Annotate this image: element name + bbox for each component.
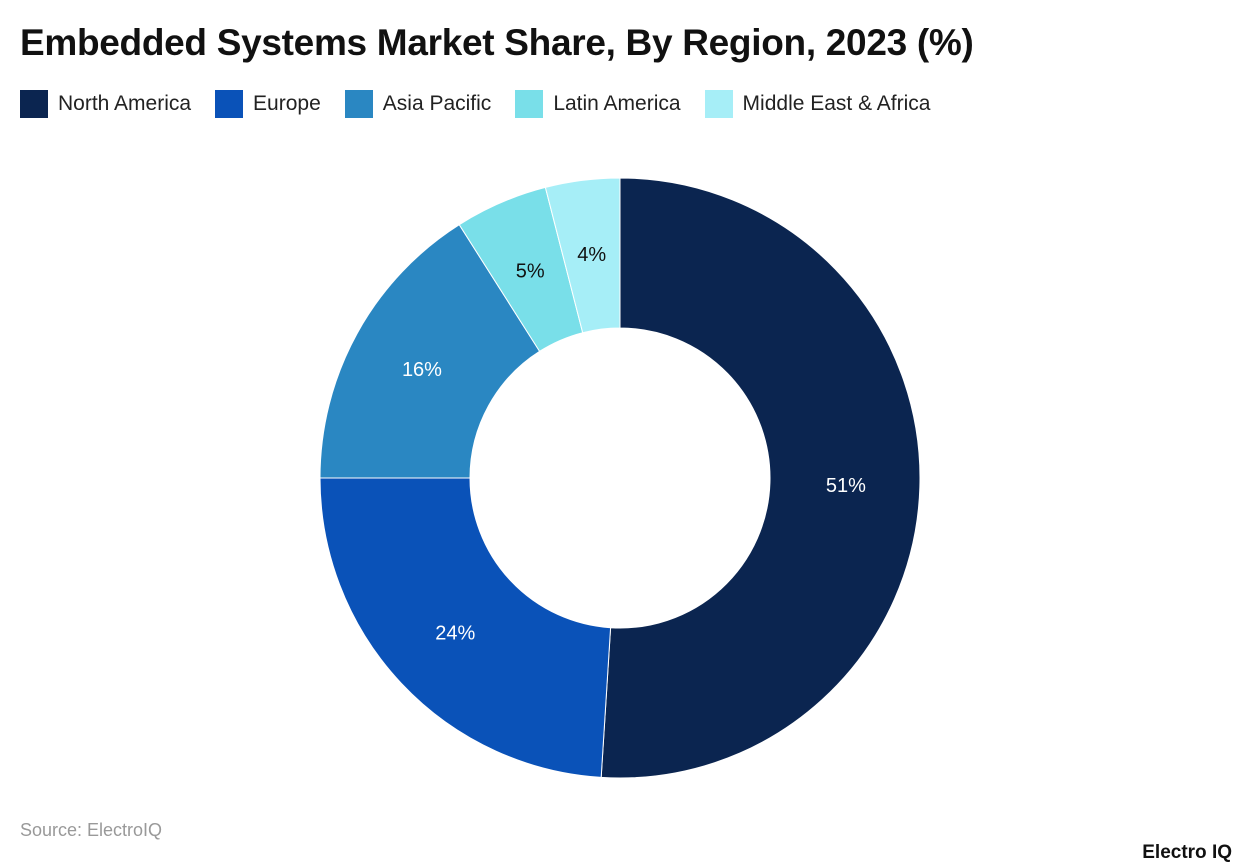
data-label: 5%: [516, 261, 545, 283]
legend-swatch: [215, 90, 244, 118]
legend-swatch: [344, 90, 373, 118]
legend: North America Europe Asia Pacific Latin Ame…: [20, 90, 930, 118]
legend-label: Latin America: [553, 92, 681, 115]
legend-item: Middle East & Africa: [704, 90, 931, 118]
donut-slice: [600, 177, 921, 779]
legend-label: North America: [58, 92, 192, 115]
legend-swatch: [515, 90, 544, 118]
donut-slice: [544, 177, 621, 334]
data-label: 24%: [435, 623, 475, 645]
data-label: 16%: [402, 359, 442, 381]
data-label: 4%: [577, 244, 606, 266]
donut-slice: [319, 477, 612, 778]
legend-item: Latin America: [515, 90, 681, 118]
legend-label: Asia Pacific: [382, 92, 492, 115]
data-label: 51%: [826, 475, 866, 497]
legend-item: Asia Pacific: [344, 90, 492, 118]
legend-label: Europe: [253, 92, 321, 115]
legend-swatch: [704, 90, 733, 118]
legend-item: Europe: [215, 90, 321, 118]
source-note: Source: ElectroIQ: [20, 820, 163, 840]
legend-item: North America: [20, 90, 191, 118]
chart-title: Embedded Systems Market Share, By Region…: [20, 22, 974, 63]
electroiq-logo: Electro IQ: [1142, 842, 1232, 863]
legend-swatch: [20, 90, 48, 118]
legend-label: Middle East & Africa: [742, 92, 931, 115]
donut-slice: [319, 224, 541, 479]
